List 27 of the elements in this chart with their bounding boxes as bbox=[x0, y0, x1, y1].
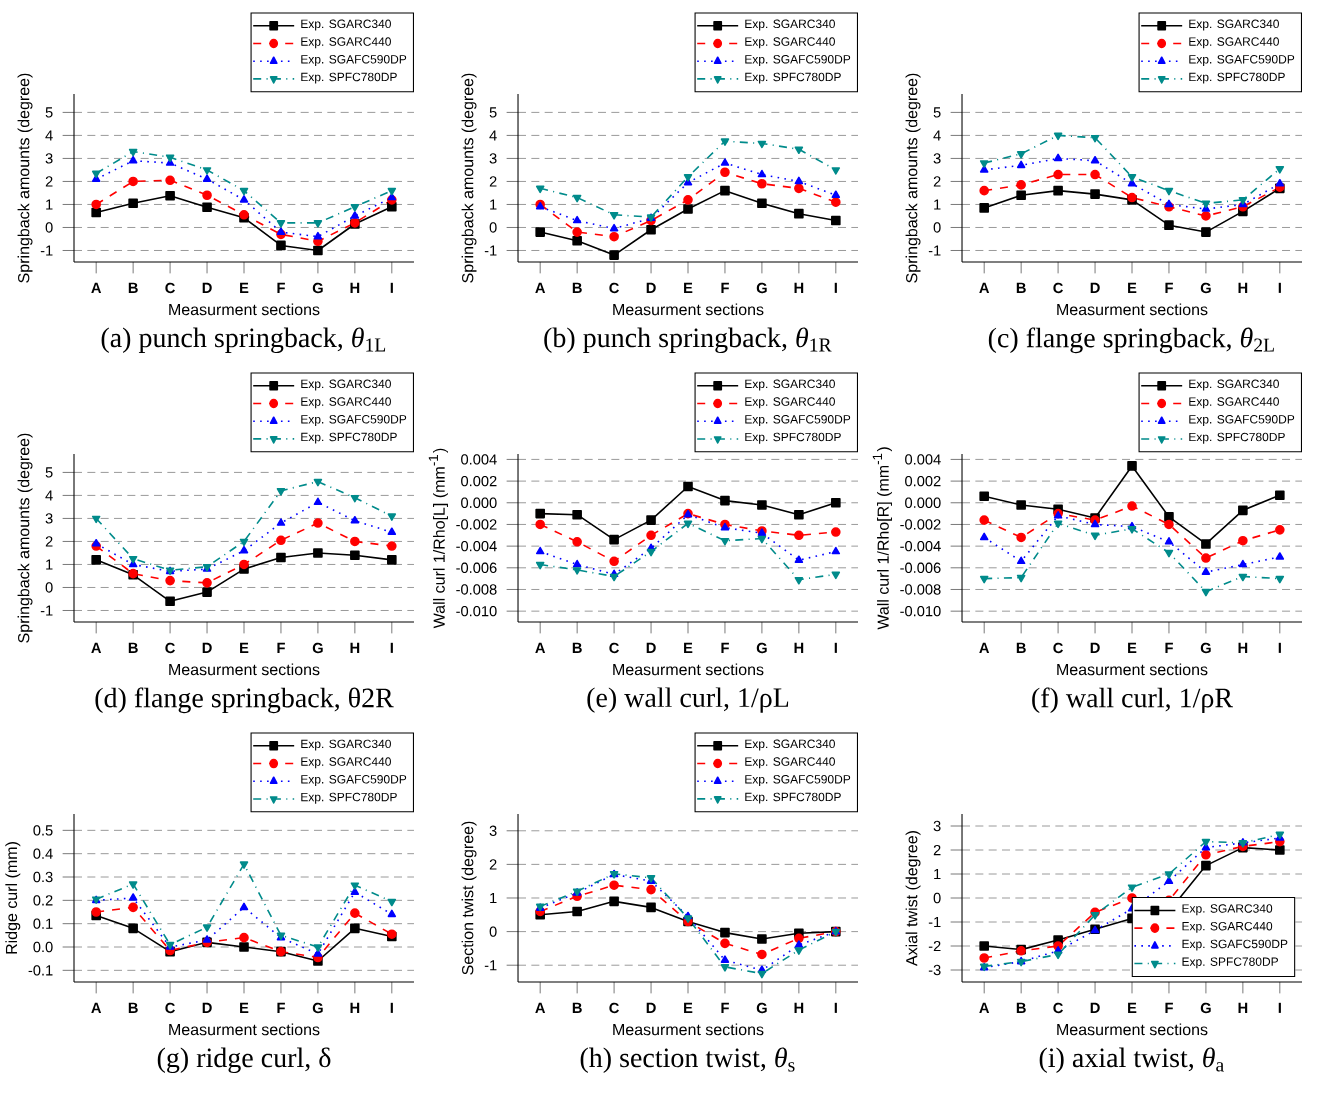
x-axis-title: Measurment sections bbox=[613, 1023, 764, 1036]
text: (c) flange springback, θ$_{2L}$ bbox=[988, 327, 1274, 354]
y-axis-title: Springback amounts (degree) bbox=[905, 73, 921, 283]
x-axis-title: Measurment sections bbox=[1057, 303, 1208, 316]
y-axis-title: Section twist (degree) bbox=[461, 821, 477, 975]
text: (f) wall curl, 1/ρR bbox=[1032, 687, 1233, 714]
y-axis-title: Springback amounts (degree) bbox=[17, 433, 33, 643]
text: (g) ridge curl, δ bbox=[157, 1047, 331, 1074]
x-axis-title: Measurment sections bbox=[169, 1023, 320, 1036]
text: (a) punch springback, θ$_{1L}$ bbox=[101, 327, 386, 354]
y-axis-title: Wall curl 1/Rho[R] (mm$^{-1}$) bbox=[872, 447, 892, 630]
y-axis-title: Wall curl 1/Rho[L] (mm$^{-1}$) bbox=[428, 448, 448, 629]
x-axis-title: Measurment sections bbox=[169, 663, 320, 676]
text: (i) axial twist, θ$_{a}$ bbox=[1039, 1047, 1224, 1073]
y-axis-title: Axial twist (degree) bbox=[905, 830, 921, 966]
y-axis-title: Springback amounts (degree) bbox=[17, 73, 33, 283]
y-axis-title: Ridge curl (mm) bbox=[5, 842, 21, 954]
x-axis-title: Measurment sections bbox=[613, 663, 764, 676]
text: (d) flange springback, θ2R bbox=[95, 687, 394, 714]
x-axis-title: Measurment sections bbox=[613, 303, 764, 316]
y-axis-title: Springback amounts (degree) bbox=[461, 73, 477, 283]
x-axis-title: Measurment sections bbox=[1057, 1023, 1208, 1036]
text: (h) section twist, θ$_{s}$ bbox=[580, 1047, 795, 1073]
text: (b) punch springback, θ$_{1R}$ bbox=[544, 327, 832, 354]
text: (e) wall curl, 1/ρL bbox=[587, 687, 789, 713]
x-axis-title: Measurment sections bbox=[1057, 663, 1208, 676]
x-axis-title: Measurment sections bbox=[169, 303, 320, 316]
